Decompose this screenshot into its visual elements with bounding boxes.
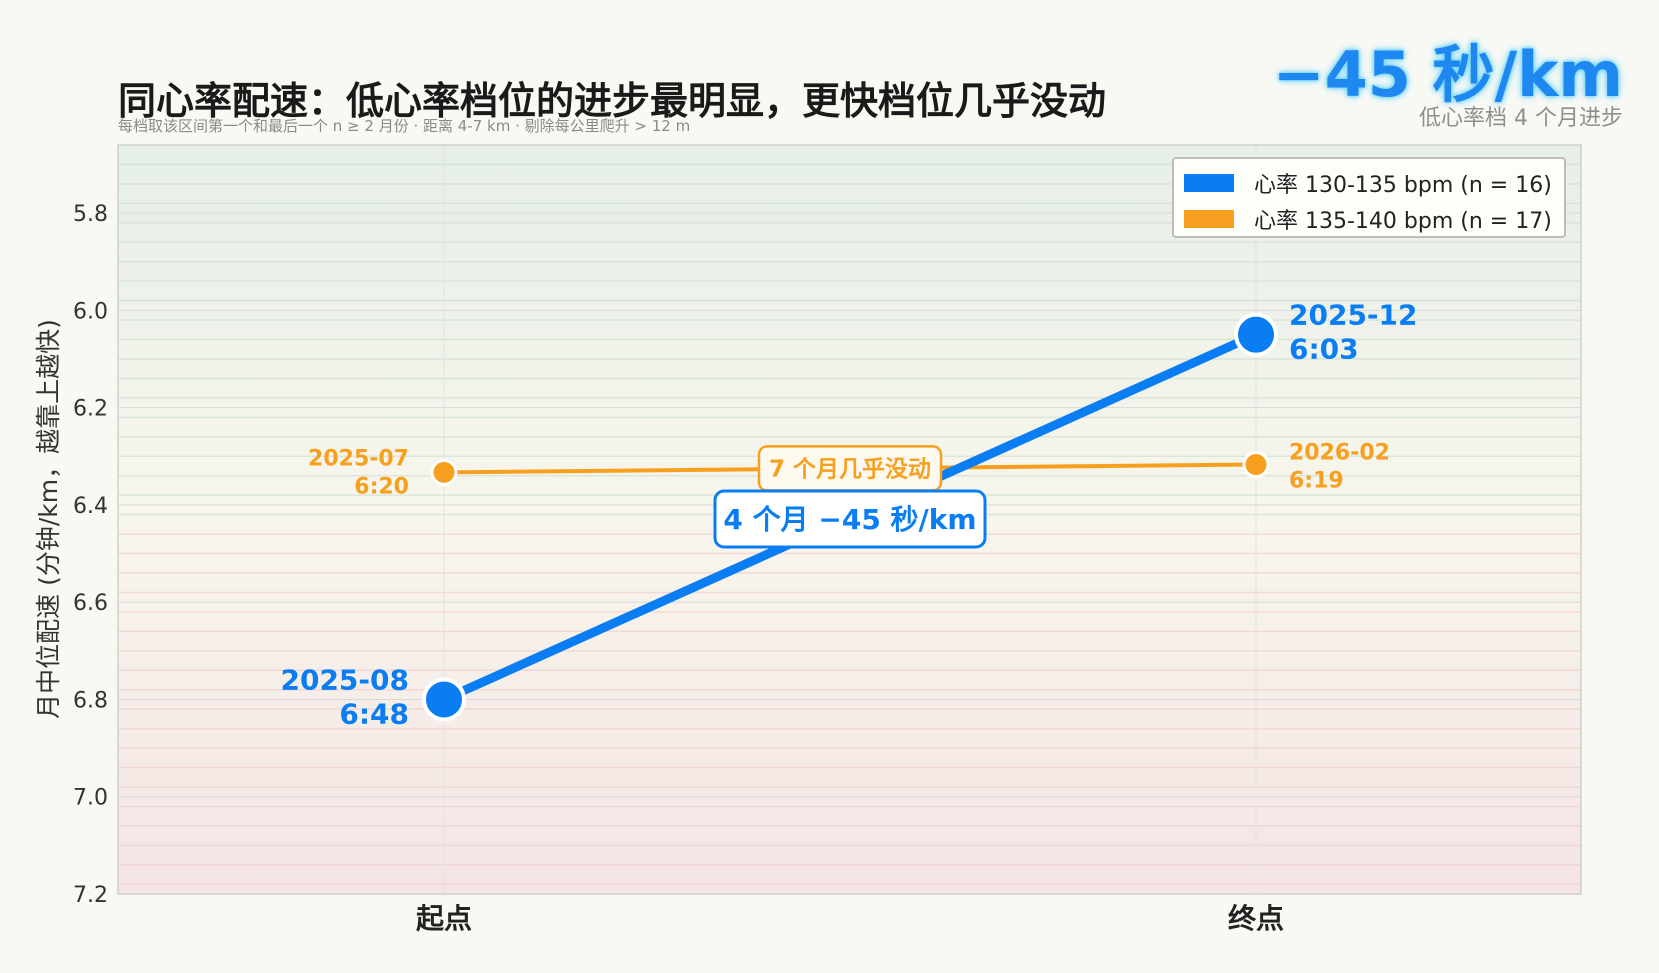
chart-subtitle: 每档取该区间第一个和最后一个 n ≥ 2 月份 · 距离 4-7 km · 剔除… (118, 117, 691, 135)
legend-item: 心率 135-140 bpm (n = 17) (1184, 201, 1554, 237)
y-tick-label: 6.2 (73, 397, 108, 422)
point-label-pace: 6:20 (354, 474, 409, 499)
headline-caption: 低心率档 4 个月进步 (1419, 106, 1623, 131)
x-tick-label: 终点 (1228, 902, 1284, 935)
legend-swatch (1184, 210, 1234, 228)
callout-text-blue: 4 个月 −45 秒/km (723, 503, 976, 536)
legend-label: 心率 130-135 bpm (n = 16) (1254, 173, 1552, 198)
data-point (430, 458, 458, 486)
headline-stat: −45 秒/km (1272, 38, 1623, 111)
data-point (422, 677, 466, 722)
y-axis-label: 月中位配速 (分钟/km，越靠上越快) (34, 319, 63, 719)
x-tick-label: 起点 (416, 902, 472, 935)
y-tick-label: 6.6 (73, 591, 108, 616)
y-axis: 5.8 6.0 6.2 6.4 6.6 6.8 7.0 7.2 (73, 202, 108, 908)
legend-swatch (1184, 174, 1234, 192)
y-tick-label: 6.4 (73, 494, 108, 519)
y-tick-label: 6.0 (73, 299, 108, 324)
point-label-date: 2025-07 (308, 446, 409, 471)
point-label-date: 2026-02 (1289, 441, 1390, 466)
plot-frame (117, 144, 1582, 895)
legend-label: 心率 135-140 bpm (n = 17) (1254, 209, 1552, 234)
callout-text-orange: 7 个月几乎没动 (769, 456, 931, 482)
chart-title: 同心率配速：低心率档位的进步最明显，更快档位几乎没动 (118, 79, 1107, 123)
annotations-layer: 2025-086:48 2025-126:03 2025-07 6:20 2026-02… (280, 299, 1417, 731)
data-point (1242, 451, 1270, 479)
y-tick-label: 7.0 (73, 786, 108, 811)
point-label-pace: 6:48 (339, 697, 409, 730)
y-tick-label: 5.8 (73, 202, 108, 227)
point-label-date: 2025-12 (1289, 299, 1418, 332)
data-point (1234, 312, 1278, 357)
y-tick-label: 6.8 (73, 688, 108, 713)
point-label-pace: 6:03 (1289, 333, 1359, 366)
y-tick-label: 7.2 (73, 883, 108, 908)
legend: 心率 130-135 bpm (n = 16) 心率 135-140 bpm (… (1172, 157, 1566, 238)
x-axis: 起点 终点 (416, 902, 1284, 935)
callout-box-blue (713, 489, 987, 549)
legend-item: 心率 130-135 bpm (n = 16) (1184, 165, 1554, 201)
point-label-date: 2025-08 (280, 663, 409, 696)
point-label-pace: 6:19 (1289, 469, 1344, 494)
